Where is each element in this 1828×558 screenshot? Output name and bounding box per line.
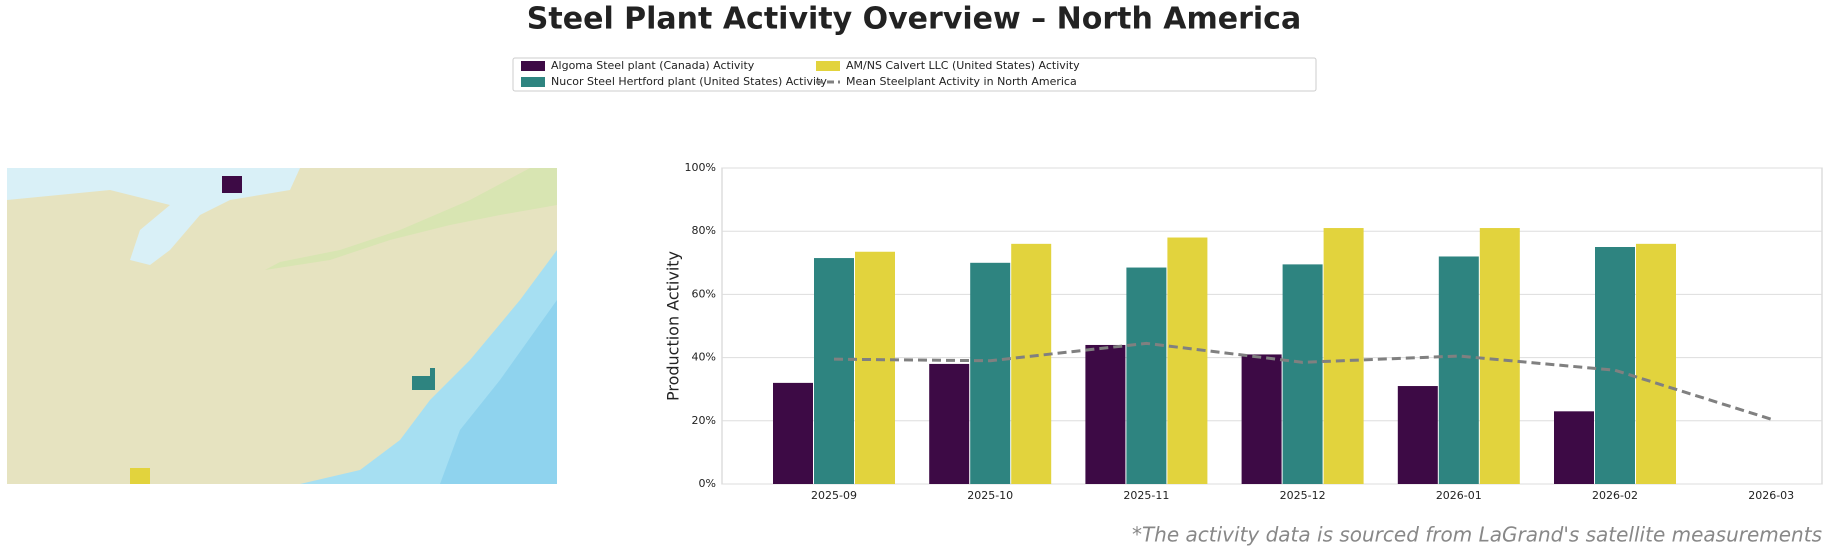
x-tick-label: 2026-03: [1748, 489, 1794, 502]
bar: [1126, 267, 1167, 484]
y-tick-label: 0%: [699, 477, 716, 490]
bar: [1241, 354, 1282, 484]
bar: [1438, 256, 1479, 484]
bar: [970, 262, 1011, 484]
plant-icon: [222, 176, 242, 193]
y-tick-label: 60%: [692, 287, 716, 300]
bar: [773, 382, 813, 484]
legend-swatch: [816, 61, 840, 71]
bar: [1595, 247, 1635, 484]
bar: [1636, 243, 1676, 484]
y-axis-label: Production Activity: [664, 251, 683, 401]
mean-line: [833, 341, 1772, 421]
x-tick-label: 2025-11: [1123, 489, 1169, 502]
y-tick-label: 80%: [692, 224, 716, 237]
bar: [814, 258, 854, 484]
chart-title: Steel Plant Activity Overview – North Am…: [527, 2, 1301, 37]
footnote: *The activity data is sourced from LaGra…: [1132, 523, 1822, 547]
legend-swatch: [521, 77, 545, 87]
legend-swatch: [521, 61, 545, 71]
bar: [1397, 386, 1438, 484]
legend-label: Algoma Steel plant (Canada) Activity: [551, 59, 755, 72]
legend-label: AM/NS Calvert LLC (United States) Activi…: [846, 59, 1080, 72]
map-terrain: [265, 168, 557, 270]
bar: [855, 251, 895, 484]
legend-label: Mean Steelplant Activity in North Americ…: [846, 75, 1077, 88]
bar: [1554, 411, 1594, 484]
legend-box: [512, 57, 1317, 92]
y-tick-label: 40%: [692, 351, 716, 364]
y-tick-label: 20%: [692, 414, 716, 427]
bar: [1479, 228, 1520, 484]
x-tick-label: 2026-01: [1436, 489, 1482, 502]
bar: [1011, 243, 1052, 484]
legend-label: Nucor Steel Hertford plant (United State…: [551, 75, 827, 88]
x-tick-label: 2025-10: [967, 489, 1013, 502]
x-tick-label: 2026-02: [1592, 489, 1638, 502]
plant-icon: [130, 468, 150, 484]
x-tick-label: 2025-09: [811, 489, 857, 502]
plant-icon: [412, 376, 432, 390]
bar: [1085, 344, 1126, 484]
y-tick-label: 100%: [685, 161, 716, 174]
map-ocean-deep: [440, 300, 557, 484]
bar: [1323, 228, 1364, 484]
bar: [1167, 237, 1208, 484]
bar: [929, 363, 970, 484]
plant-icon: [430, 368, 435, 390]
bar: [1282, 264, 1323, 484]
map: [7, 168, 557, 484]
x-tick-label: 2025-12: [1280, 489, 1326, 502]
